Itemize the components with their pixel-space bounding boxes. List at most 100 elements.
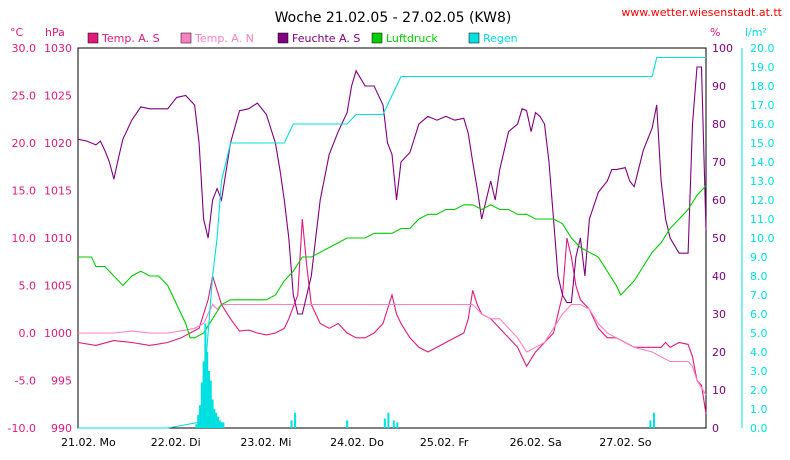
day-label: 22.02. Di [151, 436, 201, 449]
rain-tick-label: 5.0 [750, 327, 768, 340]
legend-label-regen: Regen [483, 32, 518, 45]
plot-frame [77, 47, 707, 429]
series-layer [77, 56, 707, 429]
humidity-tick-label: 60 [712, 194, 726, 207]
rain-tick-label: 20.0 [750, 42, 775, 55]
rain-tick-label: 0.0 [750, 422, 768, 435]
chart-title: Woche 21.02.05 - 27.02.05 (KW8) [275, 10, 512, 26]
rain-bar [396, 422, 399, 428]
pressure-tick-label: 990 [51, 422, 72, 435]
rain-bar [211, 399, 214, 428]
pressure-unit-label: hPa [45, 26, 65, 39]
temp-tick-label: 0.0 [19, 327, 37, 340]
rain-bar [197, 414, 200, 428]
temp-tick-label: -5.0 [15, 375, 36, 388]
rain-bar [199, 405, 202, 428]
humidity-tick-label: 70 [712, 156, 726, 169]
source-link[interactable]: www.wetter.wiesenstadt.at.tt [621, 6, 782, 19]
rain-bar [294, 412, 297, 428]
series-line-luftdruck [78, 185, 707, 339]
legend: Temp. A. S Temp. A. N Feuchte A. S Luftdruc… [87, 32, 518, 45]
legend-swatch-temp-a-n [180, 32, 192, 44]
axes [77, 47, 743, 429]
rain-bar [204, 323, 207, 428]
humidity-tick-label: 10 [712, 384, 726, 397]
humidity-tick-label: 20 [712, 346, 726, 359]
temp-tick-label: 15.0 [12, 185, 37, 198]
rain-bar [290, 420, 293, 428]
temp-unit-label: °C [10, 26, 24, 39]
rain-bar [215, 412, 218, 428]
day-label: 21.02. Mo [61, 436, 116, 449]
humidity-tick-label: 90 [712, 80, 726, 93]
humidity-tick-label: 0 [712, 422, 719, 435]
rain-tick-label: 10.0 [750, 232, 775, 245]
pressure-tick-label: 1010 [44, 232, 72, 245]
humidity-tick-label: 40 [712, 270, 726, 283]
legend-label-feuchte-a-s: Feuchte A. S [292, 32, 360, 45]
humidity-tick-label: 80 [712, 118, 726, 131]
rain-bar [216, 416, 219, 428]
rain-tick-label: 9.0 [750, 251, 768, 264]
day-label: 25.02. Fr [420, 436, 469, 449]
series-line-temp-a-n [78, 303, 707, 396]
pressure-tick-label: 1000 [44, 327, 72, 340]
rain-tick-label: 14.0 [750, 156, 775, 169]
rain-tick-label: 17.0 [750, 99, 775, 112]
pressure-tick-label: 1005 [44, 280, 72, 293]
rain-bar [220, 422, 223, 428]
rain-bar [346, 420, 349, 428]
temp-tick-label: 30.0 [12, 42, 37, 55]
rain-tick-label: 7.0 [750, 289, 768, 302]
rain-tick-label: 18.0 [750, 80, 775, 93]
temp-tick-label: 20.0 [12, 137, 37, 150]
humidity-tick-label: 30 [712, 308, 726, 321]
rain-bar [218, 420, 221, 428]
rain-bar [200, 382, 203, 428]
rain-bar [195, 424, 198, 428]
rain-tick-label: 3.0 [750, 365, 768, 378]
humidity-unit-label: % [710, 26, 720, 39]
rain-tick-label: 19.0 [750, 61, 775, 74]
legend-label-temp-a-n: Temp. A. N [194, 32, 254, 45]
rain-bar [206, 352, 209, 428]
pressure-tick-label: 1015 [44, 185, 72, 198]
rain-tick-label: 15.0 [750, 137, 775, 150]
humidity-tick-label: 100 [712, 42, 733, 55]
legend-swatch-luftdruck [371, 32, 383, 44]
rain-tick-label: 16.0 [750, 118, 775, 131]
series-line-regen [78, 56, 706, 429]
rain-bar [222, 422, 225, 428]
pressure-tick-label: 1030 [44, 42, 72, 55]
day-label: 24.02. Do [330, 436, 384, 449]
rain-bar [649, 420, 652, 428]
rain-bar [213, 409, 216, 428]
rain-bar [209, 380, 212, 428]
rain-unit-label: l/m² [745, 26, 767, 39]
rain-tick-label: 12.0 [750, 194, 775, 207]
legend-label-luftdruck: Luftdruck [386, 32, 438, 45]
rain-tick-label: 11.0 [750, 213, 775, 226]
temp-tick-label: 25.0 [12, 90, 37, 103]
temp-tick-label: -10.0 [8, 422, 36, 435]
rain-tick-label: 1.0 [750, 403, 768, 416]
rain-tick-label: 2.0 [750, 384, 768, 397]
rain-bar [387, 412, 390, 428]
legend-swatch-temp-a-s [87, 32, 99, 44]
legend-swatch-regen [468, 32, 480, 44]
temp-tick-label: 10.0 [12, 232, 37, 245]
rain-tick-label: 8.0 [750, 270, 768, 283]
legend-label-temp-a-s: Temp. A. S [101, 32, 160, 45]
rain-bar [202, 361, 205, 428]
rain-bar [652, 412, 655, 428]
rain-bar [207, 371, 210, 428]
humidity-tick-label: 50 [712, 232, 726, 245]
pressure-tick-label: 995 [51, 375, 72, 388]
rain-tick-label: 4.0 [750, 346, 768, 359]
temp-tick-label: 5.0 [19, 280, 37, 293]
day-label: 23.02. Mi [240, 436, 291, 449]
rain-bar [383, 418, 386, 428]
pressure-tick-label: 1020 [44, 137, 72, 150]
